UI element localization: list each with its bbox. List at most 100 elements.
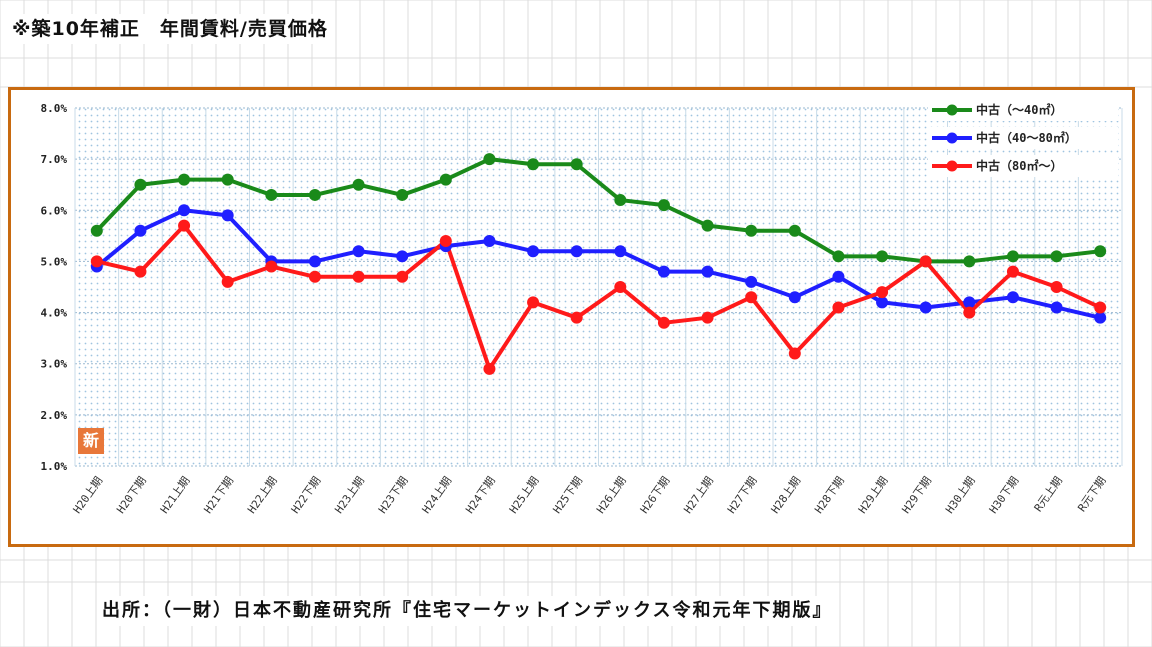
legend-label: 中古（～40㎡）	[976, 102, 1062, 117]
series-1-point	[1050, 301, 1063, 314]
y-tick-label: 6.0%	[41, 204, 68, 217]
series-1-point	[1094, 311, 1107, 324]
series-0-point	[745, 224, 758, 237]
series-2-point	[483, 362, 496, 375]
series-0-point	[265, 188, 278, 201]
series-2-point	[963, 306, 976, 319]
series-0-point	[963, 255, 976, 268]
series-2-point	[90, 255, 103, 268]
x-tick-label: H28上期	[769, 474, 804, 516]
series-1-point	[657, 265, 670, 278]
series-2-point	[439, 234, 452, 247]
x-tick-label: H27下期	[725, 474, 760, 516]
y-tick-label: 2.0%	[41, 409, 68, 422]
source-note: 出所：（一財）日本不動産研究所『住宅マーケットインデックス令和元年下期版』	[98, 596, 837, 626]
series-2-point	[308, 270, 321, 283]
series-1-point	[832, 270, 845, 283]
x-tick-label: H24下期	[463, 474, 498, 516]
series-0-point	[876, 250, 889, 263]
legend-swatch-marker	[946, 160, 958, 172]
series-0-point	[701, 219, 714, 232]
legend-bg	[928, 99, 1118, 121]
series-0-point	[221, 173, 234, 186]
series-0-point	[1006, 250, 1019, 263]
x-tick-label: H25上期	[507, 474, 542, 516]
x-tick-label: R元上期	[1032, 474, 1065, 514]
series-0-point	[134, 178, 147, 191]
series-1-point	[178, 204, 191, 217]
series-1-point	[614, 245, 627, 258]
series-2-point	[657, 316, 670, 329]
series-line-1	[95, 208, 1101, 320]
x-tick-label: H30下期	[987, 474, 1022, 516]
x-tick-label: H24上期	[420, 474, 455, 516]
series-1-point	[963, 296, 976, 309]
series-0-point	[657, 199, 670, 212]
series-1-point	[876, 296, 889, 309]
series-2-point	[265, 260, 278, 273]
legend-swatch-marker	[946, 104, 958, 116]
series-2-point	[832, 301, 845, 314]
series-1-point	[788, 291, 801, 304]
series-1-point	[221, 209, 234, 222]
x-tick-label: H20下期	[114, 474, 149, 516]
legend-label: 中古（40～80㎡）	[976, 130, 1077, 145]
x-tick-label: H21下期	[201, 474, 236, 516]
x-tick-label: H23上期	[332, 474, 367, 516]
series-2-point	[614, 281, 627, 293]
x-tick-label: H26上期	[594, 474, 629, 516]
x-tick-label: H26下期	[638, 474, 673, 516]
x-tick-label: H30上期	[943, 474, 978, 516]
series-2-point	[788, 347, 801, 360]
series-1-point	[919, 301, 932, 314]
series-0-point	[1050, 250, 1063, 263]
x-tick-label: H29上期	[856, 474, 891, 516]
series-1-point	[570, 245, 583, 258]
y-tick-label: 5.0%	[41, 255, 68, 268]
series-line-2	[96, 223, 1102, 371]
series-1-point	[308, 255, 321, 268]
x-tick-label: H29下期	[899, 474, 934, 516]
series-2-point	[527, 296, 540, 309]
series-1-point	[483, 234, 496, 247]
series-0-point	[788, 224, 801, 237]
series-2-point	[570, 311, 583, 324]
series-0-point	[90, 224, 103, 237]
y-tick-label: 8.0%	[41, 102, 68, 115]
series-2-point	[745, 291, 758, 304]
series-0-point	[308, 188, 321, 201]
y-tick-label: 1.0%	[41, 460, 68, 473]
series-0-point	[1094, 245, 1107, 258]
series-1-point	[134, 224, 147, 237]
x-tick-label: H20上期	[71, 474, 106, 516]
series-1-point	[352, 245, 365, 258]
series-2-point	[352, 270, 365, 283]
series-2-point	[1006, 265, 1019, 278]
series-2-point	[919, 255, 932, 268]
series-1-point	[745, 275, 758, 288]
series-2-point	[876, 286, 889, 299]
chart-heading: ※築10年補正 年間賃料/売買価格	[12, 14, 334, 44]
series-line-0	[95, 157, 1101, 264]
series-2-point	[701, 311, 714, 324]
legend-label: 中古（80㎡～）	[976, 158, 1062, 173]
series-1-point	[527, 245, 540, 258]
series-0-point	[178, 173, 191, 186]
series-2-point	[221, 275, 234, 288]
series-2-point	[1050, 281, 1063, 293]
series-1-point	[701, 265, 714, 278]
series-2-point	[134, 265, 147, 278]
legend-swatch-marker	[946, 132, 958, 144]
series-2-point	[178, 219, 191, 232]
series-2-point	[396, 270, 409, 283]
series-0-point	[614, 194, 627, 207]
series-0-point	[570, 158, 583, 171]
x-tick-label: H21上期	[158, 474, 193, 516]
x-tick-label: H28下期	[812, 474, 847, 516]
series-0-point	[483, 153, 496, 166]
x-tick-label: R元下期	[1075, 474, 1108, 514]
x-tick-label: H27上期	[681, 474, 716, 516]
x-tick-label: H22上期	[245, 474, 280, 516]
y-tick-label: 3.0%	[41, 358, 68, 371]
